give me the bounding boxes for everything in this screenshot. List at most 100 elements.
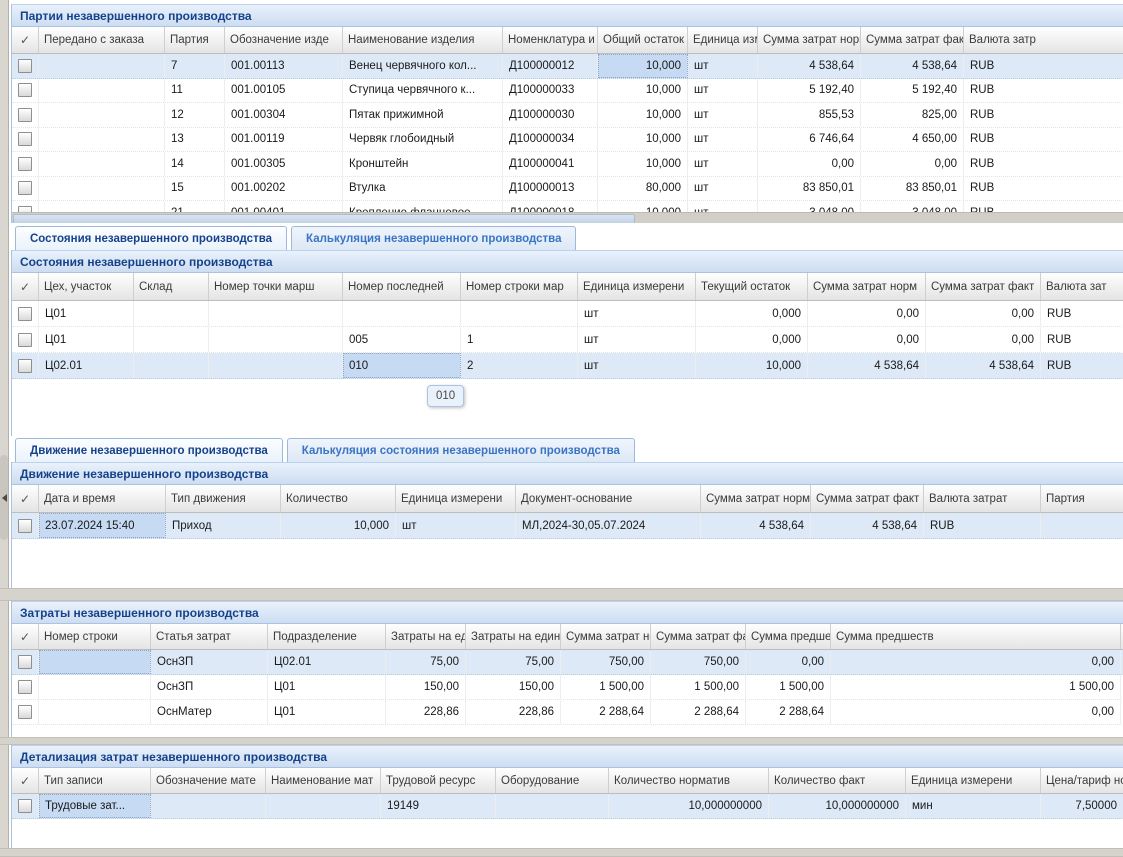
select-all-column-header[interactable]: ✓ (12, 273, 39, 300)
cell[interactable]: 4 538,64 (808, 353, 926, 378)
cell[interactable]: 001.00401 (225, 201, 343, 212)
column-header[interactable]: Общий остаток . (598, 27, 688, 53)
cell[interactable]: 13 (165, 127, 225, 151)
cell[interactable]: 0,00 (861, 152, 964, 176)
cell[interactable]: ОснМатер (151, 700, 268, 724)
cell[interactable]: шт (396, 513, 516, 538)
cell[interactable]: 0,000 (696, 327, 808, 352)
column-header[interactable]: Единица изм (688, 27, 758, 53)
cell[interactable]: 15 (165, 176, 225, 200)
cell[interactable] (39, 675, 151, 699)
cell[interactable]: 10,000000000 (769, 794, 906, 818)
cell[interactable]: шт (578, 327, 696, 352)
column-header[interactable]: Партия (165, 27, 225, 53)
cell[interactable]: 001.00304 (225, 103, 343, 127)
cell[interactable] (39, 103, 165, 127)
cell[interactable]: Трудовые зат... (39, 794, 151, 818)
cell[interactable]: МЛ,2024-30,05.07.2024 (516, 513, 701, 538)
cell[interactable]: 4 538,64 (926, 353, 1041, 378)
row-checkbox[interactable] (18, 680, 32, 694)
row-checkbox[interactable] (18, 205, 32, 212)
column-header[interactable]: Передано с заказа (39, 27, 165, 53)
table-row[interactable]: Трудовые зат... 19149 10,000000000 10,00000… (12, 794, 1123, 819)
column-header[interactable]: Номер строки (39, 624, 151, 649)
row-checkbox[interactable] (18, 107, 32, 122)
cell[interactable]: 10,000 (598, 103, 688, 127)
cell[interactable]: 10,000 (696, 353, 808, 378)
row-checkbox[interactable] (18, 518, 32, 533)
cell[interactable]: Червяк глобоидный (343, 127, 503, 151)
cell[interactable]: 80,000 (598, 176, 688, 200)
tab-active[interactable]: Движение незавершенного производства (15, 438, 283, 462)
cell[interactable]: RUB (964, 152, 1123, 176)
cell[interactable]: шт (578, 301, 696, 326)
column-header[interactable]: Валюта затрат (924, 485, 1041, 512)
row-checkbox[interactable] (18, 332, 32, 347)
column-header[interactable]: Сумма затрат факт (811, 485, 924, 512)
cell[interactable] (134, 353, 209, 378)
column-header[interactable]: Подразделение (268, 624, 386, 649)
cell[interactable]: 4 538,64 (861, 54, 964, 78)
cell[interactable]: Ступица червячного к... (343, 78, 503, 102)
column-header[interactable]: Дата и время (39, 485, 166, 512)
cell[interactable]: 0,000 (696, 301, 808, 326)
cell[interactable]: Ц01 (39, 327, 134, 352)
cell[interactable]: шт (688, 176, 758, 200)
cell[interactable]: Д100000013 (503, 176, 598, 200)
tab-inactive[interactable]: Калькуляция состояния незавершенного про… (286, 438, 635, 462)
cell[interactable] (461, 301, 578, 326)
column-header[interactable]: Единица измерени (906, 768, 1041, 793)
cell[interactable]: мин (906, 794, 1041, 818)
cell[interactable]: 14 (165, 152, 225, 176)
cell[interactable]: 2 288,64 (651, 700, 746, 724)
cell[interactable]: 10,000 (598, 127, 688, 151)
column-header[interactable]: Количество факт (769, 768, 906, 793)
column-header[interactable]: Валюта затр (964, 27, 1123, 53)
cell[interactable]: 19149 (381, 794, 496, 818)
column-header[interactable]: Обозначение мате (151, 768, 266, 793)
cell[interactable]: RUB (964, 128, 1123, 152)
cell[interactable]: 21 (165, 201, 225, 212)
column-header[interactable]: Оборудование (496, 768, 609, 793)
column-header[interactable]: Количество (281, 485, 396, 512)
cell[interactable]: 150,00 (466, 675, 561, 699)
row-checkbox[interactable] (18, 705, 32, 719)
cell[interactable]: RUB (964, 201, 1123, 212)
cell[interactable]: 10,000 (598, 152, 688, 176)
cell[interactable]: 855,53 (758, 103, 861, 127)
table-row[interactable]: 21001.00401Крепление фланцевоеД100000018… (12, 201, 1123, 212)
cell[interactable]: Пятак прижимной (343, 103, 503, 127)
cell[interactable]: 75,00 (466, 650, 561, 674)
table-row[interactable]: Ц01 005 1 шт 0,000 0,00 0,00 RUB (12, 327, 1123, 353)
column-header[interactable]: Номенклатура и (503, 27, 598, 53)
cell[interactable] (266, 794, 381, 818)
column-header[interactable]: Сумма затрат норм (701, 485, 811, 512)
cell[interactable]: 10,000 (598, 54, 688, 78)
cell[interactable]: 0,00 (831, 650, 1121, 674)
column-header[interactable]: Трудовой ресурс (381, 768, 496, 793)
column-header[interactable]: Наименование изделия (343, 27, 503, 53)
cell[interactable]: Д100000012 (503, 54, 598, 78)
cell[interactable]: 83 850,01 (758, 176, 861, 200)
table-row[interactable]: Ц02.01 010 2 шт 10,000 4 538,64 4 538,64 RUB (12, 353, 1123, 379)
cell[interactable]: RUB (1041, 327, 1123, 352)
cell[interactable]: 825,00 (861, 103, 964, 127)
column-header[interactable]: Наименование мат (266, 768, 381, 793)
row-checkbox[interactable] (18, 655, 32, 669)
cell[interactable]: 010 (343, 353, 461, 378)
cell[interactable]: 4 650,00 (861, 127, 964, 151)
table-row[interactable]: 13 001.00119 Червяк глобоидный Д100000034 10… (12, 127, 1123, 152)
cell[interactable]: 0,00 (758, 152, 861, 176)
cell[interactable]: ОснЗП (151, 675, 268, 699)
cell[interactable]: Д100000018 (503, 201, 598, 212)
cell[interactable] (209, 301, 343, 326)
cell[interactable]: 6 746,64 (758, 127, 861, 151)
column-header[interactable]: Единица измерени (396, 485, 516, 512)
cell[interactable]: 150,00 (386, 675, 466, 699)
cell[interactable]: шт (578, 353, 696, 378)
cell[interactable] (39, 152, 165, 176)
cell[interactable]: 4 538,64 (811, 513, 924, 538)
table-row[interactable]: ОснМатер Ц01 228,86 228,86 2 288,64 2 288,64 2… (12, 700, 1123, 725)
column-header[interactable]: Номер точки марш (209, 273, 343, 300)
cell[interactable]: 0,00 (831, 700, 1121, 724)
